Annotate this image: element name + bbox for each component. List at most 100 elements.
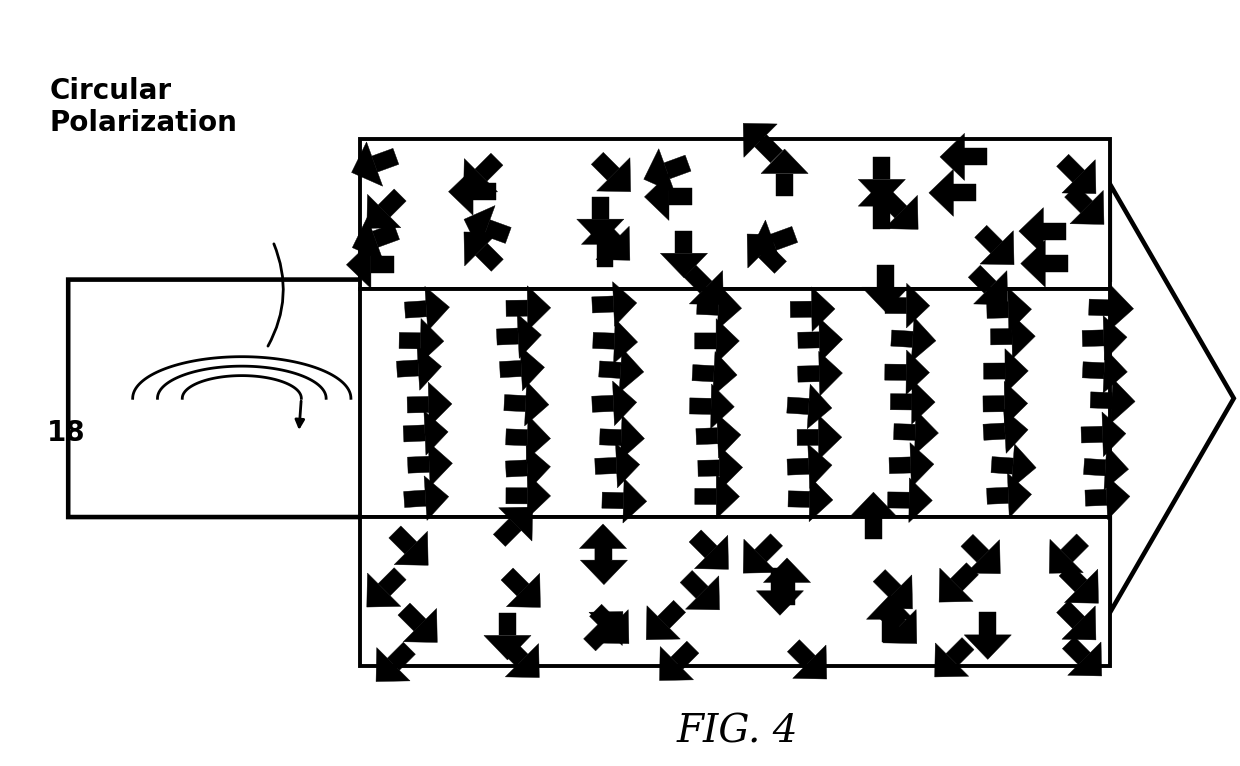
Polygon shape bbox=[591, 395, 614, 412]
Polygon shape bbox=[663, 155, 691, 178]
Polygon shape bbox=[797, 332, 820, 349]
Polygon shape bbox=[367, 573, 401, 607]
Polygon shape bbox=[520, 346, 544, 391]
Polygon shape bbox=[689, 530, 717, 558]
Polygon shape bbox=[593, 332, 615, 349]
Polygon shape bbox=[577, 219, 624, 244]
Polygon shape bbox=[879, 190, 906, 218]
Polygon shape bbox=[661, 254, 708, 278]
Polygon shape bbox=[517, 314, 542, 358]
Polygon shape bbox=[906, 283, 930, 328]
Polygon shape bbox=[403, 608, 438, 643]
Polygon shape bbox=[1012, 444, 1037, 489]
Polygon shape bbox=[596, 158, 631, 192]
Polygon shape bbox=[595, 538, 613, 560]
Polygon shape bbox=[397, 360, 419, 377]
Polygon shape bbox=[464, 205, 495, 250]
Polygon shape bbox=[975, 225, 1003, 254]
Polygon shape bbox=[1007, 473, 1032, 518]
Polygon shape bbox=[464, 159, 497, 192]
Polygon shape bbox=[894, 424, 915, 440]
Polygon shape bbox=[407, 397, 429, 413]
Polygon shape bbox=[787, 458, 810, 475]
Polygon shape bbox=[748, 234, 781, 268]
Polygon shape bbox=[987, 487, 1008, 504]
Polygon shape bbox=[1043, 223, 1066, 240]
Polygon shape bbox=[1064, 569, 1099, 603]
Polygon shape bbox=[378, 568, 407, 596]
Polygon shape bbox=[888, 492, 909, 508]
Polygon shape bbox=[877, 264, 894, 287]
Polygon shape bbox=[692, 365, 714, 381]
Polygon shape bbox=[965, 635, 1012, 660]
Polygon shape bbox=[449, 169, 472, 215]
Polygon shape bbox=[596, 226, 630, 260]
Polygon shape bbox=[883, 610, 916, 643]
Polygon shape bbox=[506, 300, 527, 316]
Polygon shape bbox=[811, 287, 835, 332]
Polygon shape bbox=[818, 352, 842, 396]
Polygon shape bbox=[644, 149, 675, 193]
Polygon shape bbox=[580, 560, 627, 584]
Polygon shape bbox=[1070, 191, 1104, 224]
Polygon shape bbox=[500, 361, 522, 378]
Polygon shape bbox=[1104, 349, 1127, 393]
Polygon shape bbox=[1104, 446, 1128, 490]
Polygon shape bbox=[911, 380, 935, 424]
Text: FIG. 4: FIG. 4 bbox=[677, 714, 799, 751]
Polygon shape bbox=[498, 613, 516, 636]
Polygon shape bbox=[786, 397, 810, 414]
Polygon shape bbox=[622, 479, 647, 523]
Polygon shape bbox=[776, 174, 794, 196]
Polygon shape bbox=[954, 185, 976, 201]
Polygon shape bbox=[1083, 330, 1104, 346]
Polygon shape bbox=[770, 227, 797, 250]
Polygon shape bbox=[387, 642, 415, 670]
Polygon shape bbox=[1102, 412, 1126, 457]
Polygon shape bbox=[506, 429, 528, 446]
Bar bbox=[360, 517, 1110, 666]
Polygon shape bbox=[771, 568, 789, 591]
Polygon shape bbox=[929, 169, 954, 216]
Polygon shape bbox=[671, 641, 699, 669]
Polygon shape bbox=[980, 612, 996, 635]
Polygon shape bbox=[500, 638, 528, 666]
Polygon shape bbox=[589, 611, 622, 646]
Polygon shape bbox=[579, 524, 626, 548]
Polygon shape bbox=[590, 221, 619, 249]
Text: 18: 18 bbox=[47, 419, 86, 447]
Polygon shape bbox=[991, 457, 1013, 474]
Polygon shape bbox=[689, 398, 712, 414]
Polygon shape bbox=[352, 142, 383, 186]
Polygon shape bbox=[417, 345, 441, 390]
Polygon shape bbox=[1019, 208, 1043, 255]
Polygon shape bbox=[646, 606, 681, 640]
Polygon shape bbox=[797, 429, 818, 446]
Polygon shape bbox=[484, 636, 531, 660]
Polygon shape bbox=[527, 473, 551, 518]
Polygon shape bbox=[403, 425, 425, 442]
Polygon shape bbox=[424, 411, 448, 455]
Polygon shape bbox=[668, 188, 692, 205]
Polygon shape bbox=[613, 381, 636, 426]
Polygon shape bbox=[787, 640, 816, 668]
Polygon shape bbox=[1008, 287, 1032, 332]
Polygon shape bbox=[1110, 286, 1133, 330]
Polygon shape bbox=[858, 179, 905, 204]
Polygon shape bbox=[399, 332, 420, 349]
Polygon shape bbox=[906, 350, 930, 394]
Polygon shape bbox=[818, 318, 843, 362]
Polygon shape bbox=[676, 231, 692, 254]
Polygon shape bbox=[711, 384, 734, 429]
Polygon shape bbox=[503, 394, 526, 411]
Polygon shape bbox=[1104, 316, 1127, 360]
Polygon shape bbox=[1111, 378, 1135, 423]
Polygon shape bbox=[596, 244, 614, 267]
Polygon shape bbox=[408, 457, 429, 473]
Polygon shape bbox=[614, 319, 637, 364]
Polygon shape bbox=[681, 571, 708, 598]
Polygon shape bbox=[717, 414, 740, 458]
Polygon shape bbox=[965, 149, 987, 165]
Polygon shape bbox=[1059, 564, 1087, 592]
Polygon shape bbox=[1106, 475, 1130, 519]
